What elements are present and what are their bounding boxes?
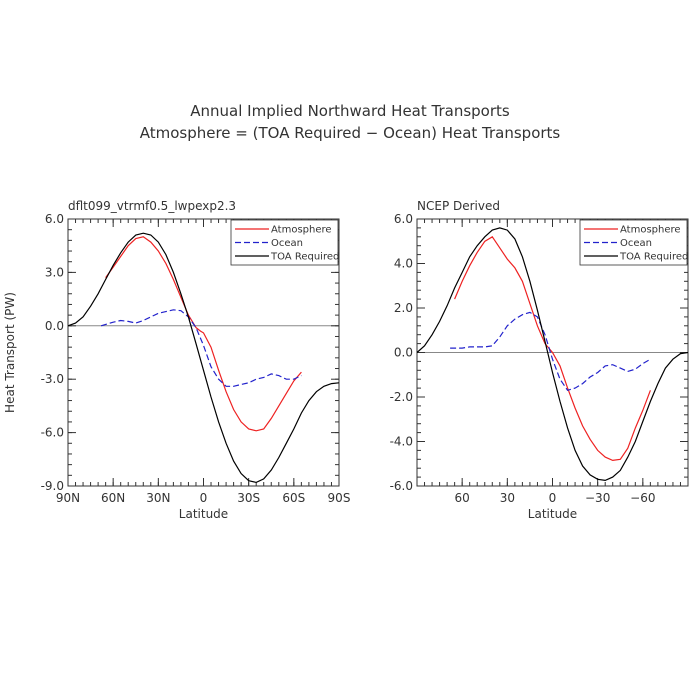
x-tick-label: 30 [500,491,515,505]
legend-label: Ocean [620,238,652,249]
legend-label: TOA Required [270,252,339,263]
series-line-toa-required [67,232,340,484]
x-tick-label: 60N [101,491,125,505]
x-tick-label: −30 [585,491,610,505]
y-tick-label: 2.0 [394,301,413,315]
x-tick-label: 90S [328,491,351,505]
series-line-atmosphere [105,236,302,432]
x-tick-label: 0 [200,491,208,505]
y-tick-label: 4.0 [394,257,413,271]
series-line-atmosphere [454,235,651,462]
chart-subtitle: Atmosphere = (TOA Required − Ocean) Heat… [140,124,561,142]
y-tick-label: -2.0 [390,390,413,404]
panel-label: dflt099_vtrmf0.5_lwpexp2.3 [68,199,236,213]
y-tick-label: 0.0 [45,319,64,333]
x-tick-label: 0 [549,491,557,505]
y-tick-label: -3.0 [41,372,64,386]
series-line-toa-required [416,227,689,482]
series-line-ocean [450,311,651,391]
y-axis-label: Heat Transport (PW) [3,292,17,413]
y-tick-label: -6.0 [390,479,413,493]
legend-label: Atmosphere [620,225,681,236]
x-axis-label: Latitude [179,507,228,521]
y-tick-label: 0.0 [394,346,413,360]
y-tick-label: 6.0 [394,212,413,226]
chart-title: Annual Implied Northward Heat Transports [190,102,510,120]
x-tick-label: −60 [630,491,655,505]
x-tick-label: 60 [455,491,470,505]
y-tick-label: -4.0 [390,435,413,449]
x-tick-label: 30N [146,491,170,505]
x-axis-label: Latitude [528,507,577,521]
right-panel: 6.0 4.0 2.0 0.0 -2.0 -4.0 -6.0 60 30 0 −30 −60 Atmos… [390,199,689,521]
y-tick-label: 3.0 [45,265,64,279]
legend-label: TOA Required [619,252,688,263]
y-tick-label: -9.0 [41,479,64,493]
y-tick-label: -6.0 [41,426,64,440]
y-tick-label: 6.0 [45,212,64,226]
x-tick-label: 30S [237,491,260,505]
x-tick-label: 60S [282,491,305,505]
panel-label: NCEP Derived [417,199,500,213]
series-line-ocean [100,309,302,387]
legend-label: Atmosphere [271,225,332,236]
legend-label: Ocean [271,238,303,249]
x-tick-label: 90N [56,491,80,505]
